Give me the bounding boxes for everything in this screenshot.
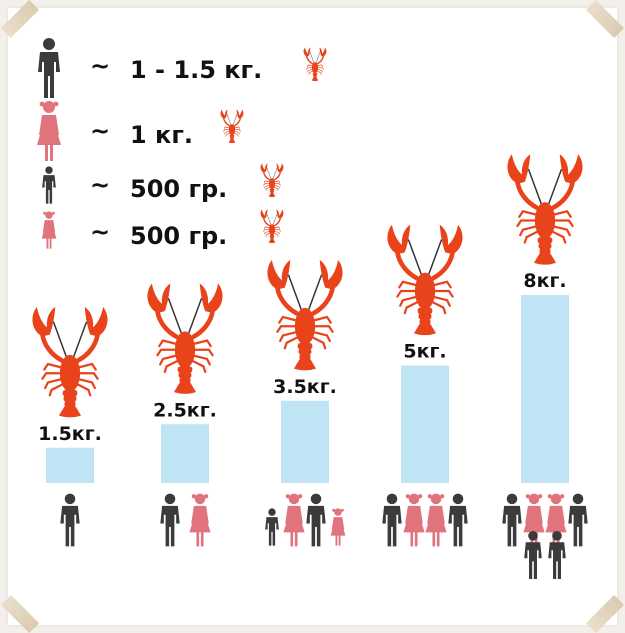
boy-figure [524,531,542,579]
man-figure [160,493,180,547]
legend-amount-girl: 500 гр. [130,222,228,250]
crayfish-illustration [32,307,107,417]
legend-tilde: ~ [90,117,111,145]
boy-figure [265,508,279,546]
man-figure [568,493,588,547]
legend-tilde: ~ [90,52,111,80]
bars-layer: 1.5кг. 2.5кг. 3.5кг. 5кг. 8кг. [32,154,588,579]
man-icon [38,38,60,98]
girl-icon [41,211,57,249]
man-figure [382,493,402,547]
legend-tilde: ~ [90,218,111,246]
bar-value-label: 5кг. [403,341,446,363]
girl-figure [330,508,346,546]
bar-value-label: 3.5кг. [273,376,337,398]
bar-1 [46,447,94,483]
crayfish-icon [259,162,285,198]
crayfish-icon [259,208,285,244]
bar-value-label: 8кг. [523,270,566,292]
boy-icon [42,166,56,204]
legend-tilde: ~ [90,171,111,199]
bar-5 [521,295,569,483]
legend-amount-woman: 1 кг. [130,121,193,149]
legend-amount-man: 1 - 1.5 кг. [130,56,263,84]
crayfish-icon [219,108,245,144]
man-figure [306,493,326,547]
woman-figure [189,493,211,547]
crayfish-icon [302,46,328,82]
bar-3 [281,400,329,483]
bar-value-label: 2.5кг. [153,399,217,421]
woman-figure [283,493,305,547]
woman-icon [37,101,61,161]
man-figure [502,493,522,547]
crayfish-illustration [267,260,342,370]
man-figure [448,493,468,547]
bar-2 [161,424,209,483]
woman-figure [403,493,425,547]
crayfish-illustration [507,154,582,264]
legend-amount-boy: 500 гр. [130,175,228,203]
man-figure [60,493,80,547]
bar-4 [401,365,449,483]
crayfish-illustration [147,284,222,394]
boy-figure [548,531,566,579]
woman-figure [425,493,447,547]
bar-value-label: 1.5кг. [38,423,102,445]
crayfish-illustration [387,225,462,335]
